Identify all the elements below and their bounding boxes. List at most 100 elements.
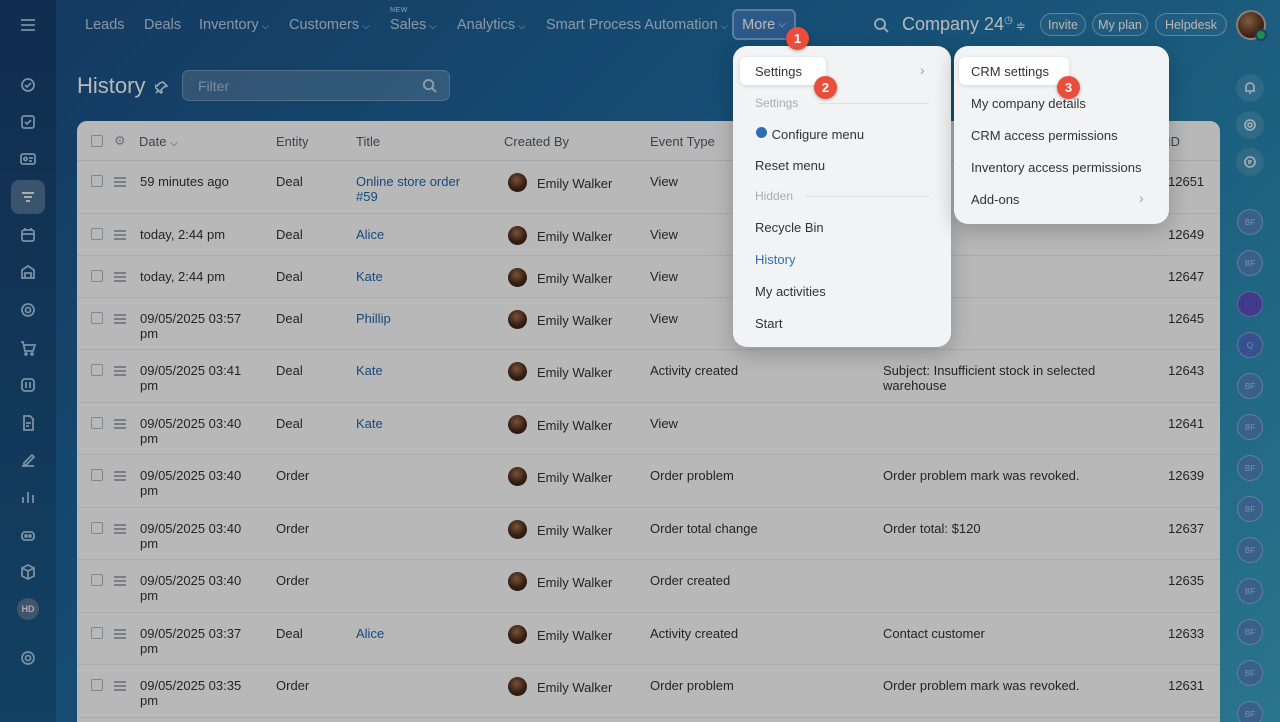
select-all-checkbox[interactable] (91, 135, 103, 147)
menu-item-my-company-details[interactable]: My company details (971, 96, 1086, 111)
robot-icon[interactable] (11, 518, 45, 552)
filter-funnel-icon[interactable] (11, 180, 45, 214)
table-row[interactable]: 09/05/2025 03:57 pm Deal Phillip Emily Walk… (77, 298, 1220, 350)
helpdesk-badge[interactable]: HD (11, 592, 45, 626)
target-icon[interactable] (11, 293, 45, 327)
row-menu-icon[interactable] (114, 681, 126, 693)
header-event-type[interactable]: Event Type (650, 134, 715, 149)
row-checkbox[interactable] (91, 312, 103, 324)
row-menu-icon[interactable] (114, 177, 126, 189)
row-checkbox[interactable] (91, 679, 103, 691)
cell-title[interactable]: Online store order #59 (356, 174, 461, 204)
column-settings-gear-icon[interactable]: ⚙ (114, 133, 126, 148)
contact-avatar[interactable]: BF (1237, 578, 1263, 604)
hamburger-menu-icon[interactable] (11, 8, 45, 42)
menu-item-history[interactable]: History (755, 252, 796, 267)
row-menu-icon[interactable] (114, 230, 126, 242)
gear-icon[interactable] (11, 641, 45, 675)
search-icon[interactable] (873, 17, 889, 38)
more-button[interactable]: More ⌵ (732, 9, 796, 40)
my-plan-button[interactable]: My plan (1092, 13, 1148, 36)
table-row[interactable]: 09/05/2025 03:40 pm Order Emily Walker Orde… (77, 508, 1220, 560)
menu-item-add-ons[interactable]: Add-ons (971, 192, 1020, 207)
contact-avatar[interactable]: BF (1237, 209, 1263, 235)
nav-analytics[interactable]: Analytics ⌵ (457, 17, 526, 33)
table-row[interactable]: 09/05/2025 03:40 pm Order Emily Walker Orde… (77, 560, 1220, 613)
header-date[interactable]: Date ⌵ (139, 134, 178, 149)
chat-icon[interactable] (1236, 148, 1264, 176)
menu-item-recycle-bin[interactable]: Recycle Bin (755, 220, 824, 235)
filter-search-field[interactable] (182, 70, 450, 101)
row-checkbox[interactable] (91, 364, 103, 376)
nav-sales[interactable]: Sales ⌵ (390, 17, 437, 33)
table-row[interactable]: 09/05/2025 03:40 pm Order Emily Walker Orde… (77, 455, 1220, 508)
contact-avatar[interactable]: BF (1237, 660, 1263, 686)
cart-icon[interactable] (11, 331, 45, 365)
contact-avatar[interactable]: BF (1237, 373, 1263, 399)
contact-avatar[interactable]: BF (1237, 537, 1263, 563)
table-row[interactable]: 09/05/2025 03:35 pm Order Emily Walker Orde… (77, 665, 1220, 718)
package-box-icon[interactable] (11, 555, 45, 589)
row-menu-icon[interactable] (114, 576, 126, 588)
row-checkbox[interactable] (91, 175, 103, 187)
user-avatar[interactable] (1236, 10, 1267, 41)
analytics-bars-icon[interactable] (11, 480, 45, 514)
table-row[interactable]: 09/05/2025 03:41 pm Deal Kate Emily Walker A… (77, 350, 1220, 403)
row-menu-icon[interactable] (114, 471, 126, 483)
sites-icon[interactable] (11, 368, 45, 402)
row-checkbox[interactable] (91, 417, 103, 429)
nav-smart-process-automation[interactable]: Smart Process Automation ⌵ (546, 17, 728, 33)
nav-deals[interactable]: Deals (144, 17, 181, 33)
menu-item-my-activities[interactable]: My activities (755, 284, 826, 299)
calendar-icon[interactable] (11, 218, 45, 252)
cell-title[interactable]: Alice (356, 227, 385, 242)
row-checkbox[interactable] (91, 627, 103, 639)
row-menu-icon[interactable] (114, 419, 126, 431)
contact-avatar[interactable]: BF (1237, 414, 1263, 440)
contact-avatar[interactable]: BF (1237, 250, 1263, 276)
menu-item-inventory-access-permissions[interactable]: Inventory access permissions (971, 160, 1142, 175)
table-row[interactable]: today, 2:44 pm Deal Alice Emily Walker View 1… (77, 214, 1220, 256)
signature-icon[interactable] (11, 443, 45, 477)
nav-inventory[interactable]: Inventory ⌵ (199, 17, 269, 33)
document-edit-icon[interactable] (11, 406, 45, 440)
menu-item-configure-menu[interactable]: Configure menu (755, 126, 864, 142)
header-title[interactable]: Title (356, 134, 381, 149)
table-row[interactable]: today, 2:44 pm Deal Kate Emily Walker View 12… (77, 256, 1220, 298)
company-logo[interactable]: Company 24◷ ≑ (902, 14, 1026, 35)
contact-avatar[interactable]: BF (1237, 701, 1263, 722)
cell-title[interactable]: Phillip (356, 311, 391, 326)
filter-input[interactable] (183, 71, 449, 100)
search-icon[interactable] (422, 78, 437, 98)
row-menu-icon[interactable] (114, 314, 126, 326)
contact-avatar[interactable]: BF (1237, 455, 1263, 481)
contact-avatar[interactable]: BF (1237, 496, 1263, 522)
cell-title[interactable]: Alice (356, 626, 385, 641)
table-row[interactable]: 09/05/2025 03:40 pm Deal Kate Emily Walker V… (77, 403, 1220, 455)
row-checkbox[interactable] (91, 522, 103, 534)
cell-title[interactable]: Kate (356, 363, 383, 378)
notification-bell-icon[interactable] (1236, 74, 1264, 102)
menu-item-settings[interactable]: Settings (755, 64, 802, 79)
row-checkbox[interactable] (91, 469, 103, 481)
header-id[interactable]: ID (1167, 134, 1180, 149)
nav-customers[interactable]: Customers ⌵ (289, 17, 370, 33)
menu-item-crm-access-permissions[interactable]: CRM access permissions (971, 128, 1118, 143)
row-menu-icon[interactable] (114, 524, 126, 536)
row-checkbox[interactable] (91, 574, 103, 586)
contact-avatar[interactable]: Q (1237, 332, 1263, 358)
row-menu-icon[interactable] (114, 629, 126, 641)
helpdesk-button[interactable]: Helpdesk (1155, 13, 1227, 36)
copilot-swirl-icon[interactable] (1236, 111, 1264, 139)
nav-leads[interactable]: Leads (85, 17, 125, 33)
row-checkbox[interactable] (91, 270, 103, 282)
table-row[interactable]: 09/05/2025 03:37 pm Deal Alice Emily Walker… (77, 613, 1220, 665)
contact-avatar[interactable]: BF (1237, 619, 1263, 645)
inventory-icon[interactable] (11, 255, 45, 289)
row-checkbox[interactable] (91, 228, 103, 240)
cell-title[interactable]: Kate (356, 416, 383, 431)
tasks-icon[interactable] (11, 105, 45, 139)
cell-title[interactable]: Kate (356, 269, 383, 284)
menu-item-start[interactable]: Start (755, 316, 783, 331)
crm-icon[interactable] (11, 68, 45, 102)
